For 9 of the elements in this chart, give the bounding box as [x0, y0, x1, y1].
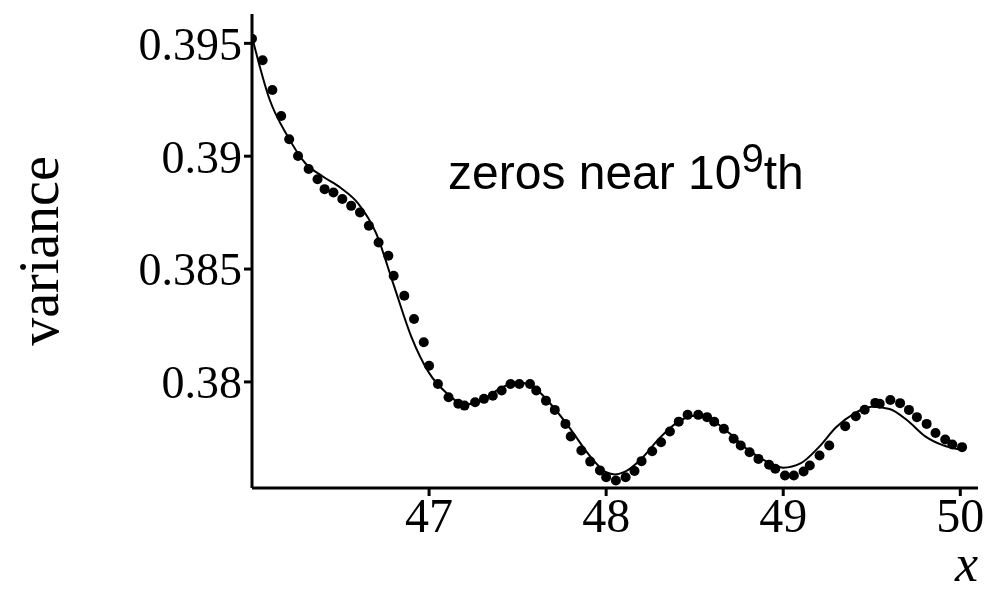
x-tick-label: 48 — [582, 489, 631, 543]
y-tick-label: 0.395 — [138, 18, 242, 70]
x-tick-label: 49 — [759, 489, 808, 543]
y-tick-label: 0.39 — [161, 131, 242, 183]
x-tick-label: 47 — [405, 489, 454, 543]
annotation: zeros near 10$^{9}$th — [448, 136, 804, 200]
y-tick-label: 0.38 — [161, 357, 242, 409]
y-tick-label: 0.385 — [138, 244, 242, 296]
y-axis-title: variance — [7, 156, 70, 346]
